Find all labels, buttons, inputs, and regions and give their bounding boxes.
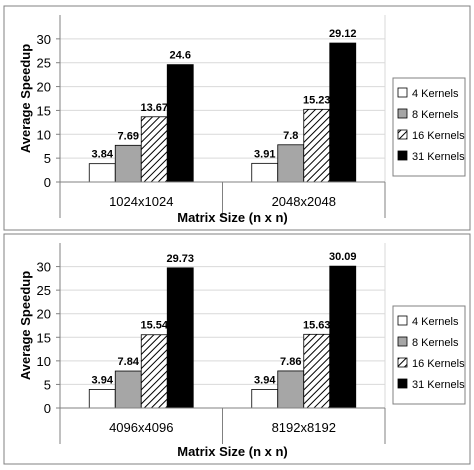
bar-4-kernels bbox=[251, 162, 279, 183]
legend-swatch bbox=[397, 150, 408, 161]
bar-16-kernels bbox=[303, 108, 331, 183]
data-label: 7.84 bbox=[118, 356, 140, 368]
legend-swatch bbox=[397, 108, 408, 119]
data-label: 3.91 bbox=[254, 148, 275, 160]
legend-swatch bbox=[397, 129, 408, 140]
y-tick-label: 25 bbox=[37, 56, 51, 71]
bar-4-kernels bbox=[88, 163, 116, 183]
legend-label: 4 Kernels bbox=[412, 316, 459, 328]
data-label: 7.8 bbox=[283, 130, 298, 142]
y-tick-label: 30 bbox=[37, 32, 51, 47]
x-category-label: 1024x1024 bbox=[109, 194, 173, 209]
data-label: 3.84 bbox=[92, 149, 114, 161]
data-label: 15.23 bbox=[303, 94, 331, 106]
y-tick-label: 20 bbox=[37, 307, 51, 322]
data-label: 3.94 bbox=[254, 374, 276, 386]
data-label: 29.73 bbox=[166, 253, 194, 265]
legend-label: 8 Kernels bbox=[412, 337, 459, 349]
y-tick-label: 0 bbox=[44, 401, 51, 416]
x-axis-title: Matrix Size (n x n) bbox=[177, 210, 288, 225]
y-tick-label: 5 bbox=[44, 377, 51, 392]
data-label: 15.63 bbox=[303, 319, 331, 331]
bar-31-kernels bbox=[166, 267, 194, 409]
chart-panel-1: 0 5 10 15 20 25 30 3.84 7.69 13.67 24.6 1024x1024 3.… bbox=[3, 5, 471, 231]
chart-border bbox=[3, 233, 471, 465]
legend-label: 31 Kernels bbox=[412, 379, 465, 391]
bar-8-kernels bbox=[114, 144, 142, 183]
bar-31-kernels bbox=[329, 265, 357, 409]
y-tick-label: 5 bbox=[44, 151, 51, 166]
legend-swatch bbox=[397, 357, 408, 368]
y-tick-label: 25 bbox=[37, 283, 51, 298]
x-category-label: 4096x4096 bbox=[109, 420, 173, 435]
legend-label: 16 Kernels bbox=[412, 358, 465, 370]
bar-8-kernels bbox=[277, 370, 305, 409]
x-category-label: 2048x2048 bbox=[272, 194, 336, 209]
x-category-label: 8192x8192 bbox=[272, 420, 336, 435]
y-tick-label: 15 bbox=[37, 330, 51, 345]
data-label: 13.67 bbox=[140, 102, 168, 114]
legend-label: 8 Kernels bbox=[412, 109, 459, 121]
bar-8-kernels bbox=[277, 144, 305, 183]
legend: 4 Kernels 8 Kernels 16 Kernels 31 Kernels bbox=[392, 77, 466, 177]
legend-swatch bbox=[397, 87, 408, 98]
y-tick-label: 15 bbox=[37, 103, 51, 118]
legend-swatch bbox=[397, 336, 408, 347]
chart-panel-2: 0 5 10 15 20 25 30 3.94 7.84 15.54 29.73 4096x4096 3… bbox=[3, 233, 471, 465]
bar-16-kernels bbox=[140, 334, 168, 409]
y-tick-label: 30 bbox=[37, 260, 51, 275]
bar-16-kernels bbox=[140, 116, 168, 183]
y-axis-title: Average Speedup bbox=[18, 44, 33, 153]
data-label: 30.09 bbox=[329, 251, 357, 263]
data-label: 7.69 bbox=[118, 130, 139, 142]
y-tick-label: 10 bbox=[37, 354, 51, 369]
x-axis-title: Matrix Size (n x n) bbox=[177, 444, 288, 459]
y-tick-label: 0 bbox=[44, 175, 51, 190]
data-label: 3.94 bbox=[92, 374, 114, 386]
legend: 4 Kernels 8 Kernels 16 Kernels 31 Kernels bbox=[392, 305, 466, 405]
data-label: 24.6 bbox=[170, 50, 191, 62]
data-label: 15.54 bbox=[140, 320, 168, 332]
bar-4-kernels bbox=[88, 389, 116, 409]
chart-border bbox=[3, 5, 471, 231]
bar-16-kernels bbox=[303, 333, 331, 409]
legend-label: 16 Kernels bbox=[412, 130, 465, 142]
y-tick-label: 10 bbox=[37, 127, 51, 142]
legend-swatch bbox=[397, 315, 408, 326]
y-axis-title: Average Speedup bbox=[18, 271, 33, 380]
bar-31-kernels bbox=[166, 64, 194, 183]
legend-swatch bbox=[397, 378, 408, 389]
bar-31-kernels bbox=[329, 42, 357, 183]
bar-8-kernels bbox=[114, 370, 142, 409]
y-tick-label: 20 bbox=[37, 80, 51, 95]
data-label: 29.12 bbox=[329, 28, 357, 40]
data-label: 7.86 bbox=[280, 356, 301, 368]
bar-4-kernels bbox=[251, 389, 279, 409]
legend-label: 31 Kernels bbox=[412, 151, 465, 163]
legend-label: 4 Kernels bbox=[412, 88, 459, 100]
